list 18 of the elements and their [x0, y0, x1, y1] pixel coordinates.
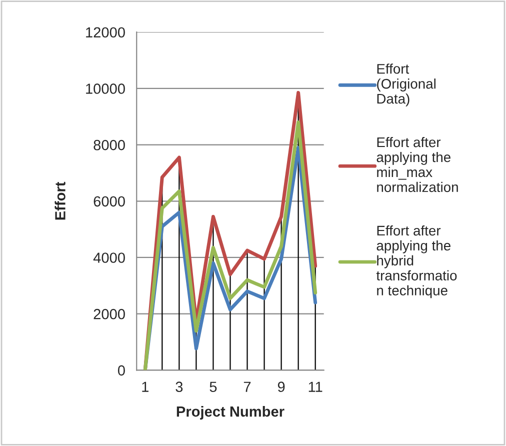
- y-tick-label: 12000: [86, 27, 125, 38]
- y-axis-title: Effort: [54, 182, 66, 220]
- legend-label: Effort (Origional Data): [377, 64, 436, 106]
- legend-label: Effort after applying the min_max normalization: [376, 137, 458, 192]
- x-tick-label: 9: [278, 382, 285, 392]
- y-tick-label: 4000: [93, 252, 125, 263]
- legend-label: Effort after applying the hybrid transformatio n technique: [376, 225, 457, 298]
- x-axis-title: Project Number: [176, 406, 284, 420]
- y-tick-label: 2000: [94, 308, 125, 320]
- y-tick-label: 0: [118, 365, 125, 376]
- x-tick-label: 1: [142, 382, 148, 392]
- y-tick-label: 10000: [86, 84, 125, 94]
- x-tick-label: 5: [210, 382, 217, 392]
- x-tick-label: 11: [308, 382, 322, 392]
- y-tick-label: 8000: [94, 140, 125, 150]
- x-tick-label: 3: [176, 382, 183, 392]
- y-tick-label: 6000: [94, 196, 125, 207]
- x-tick-label: 7: [244, 382, 251, 392]
